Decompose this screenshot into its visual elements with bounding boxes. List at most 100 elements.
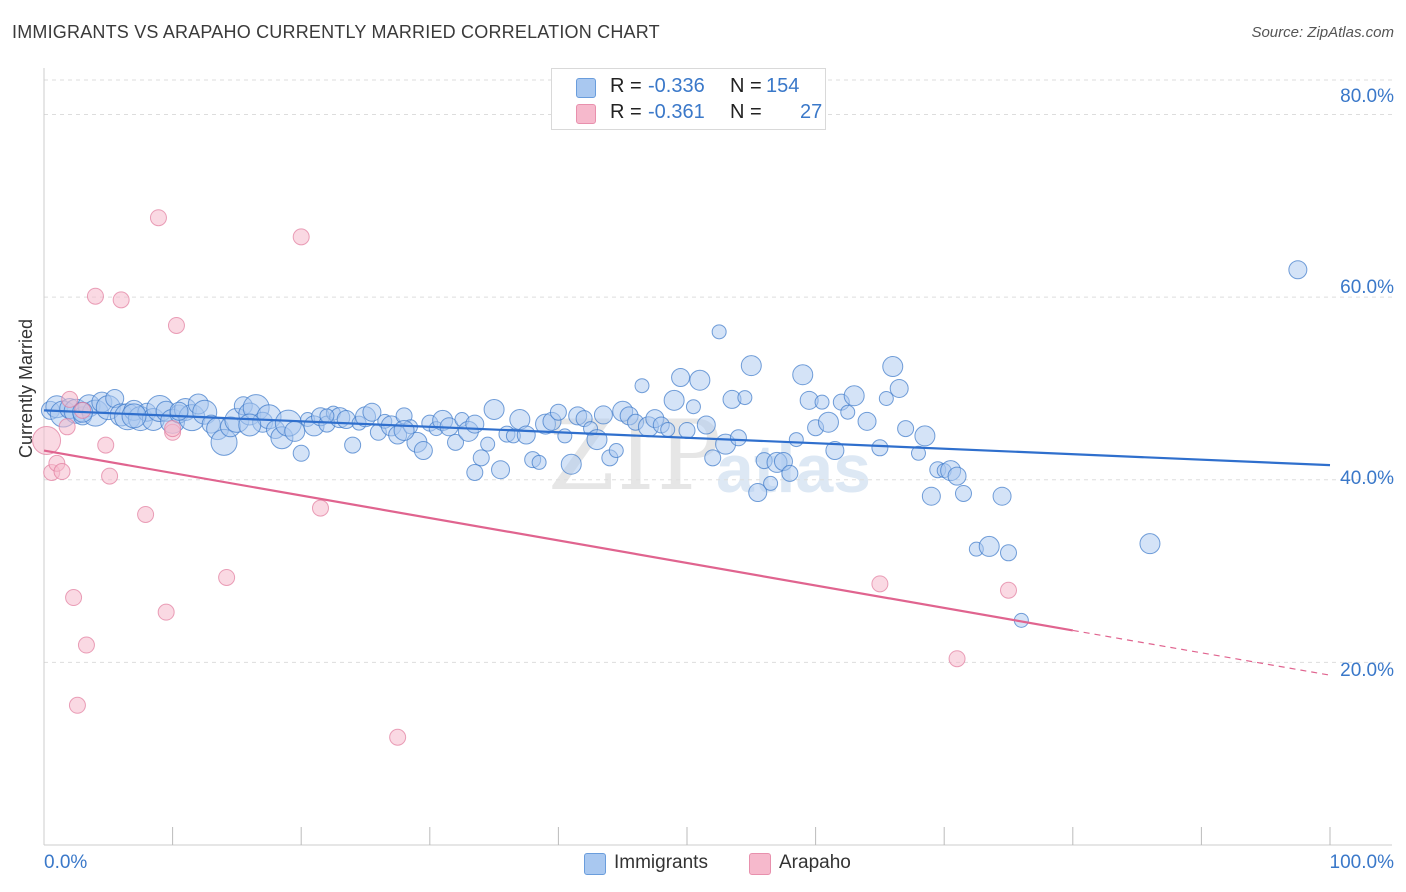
immigrants-point [857,411,877,431]
immigrants-point [319,408,335,424]
immigrants-point [284,420,306,442]
immigrants-point [531,454,547,470]
immigrants-point [1000,544,1017,562]
source-label: Source: ZipAtlas.com [1251,24,1394,41]
arapaho-point [871,575,889,593]
immigrants-point [1288,260,1308,280]
immigrants-point [840,404,856,420]
arapaho-point [86,287,104,305]
immigrants-point [393,419,415,441]
immigrants-point [169,401,189,421]
immigrants-point [910,445,926,461]
arapaho-point [74,401,92,419]
immigrants-point [711,324,727,340]
immigrants-point [608,443,624,459]
immigrants-point [678,421,696,439]
immigrants-point [671,367,691,387]
immigrants-point [882,356,904,378]
immigrants-point [748,483,768,503]
immigrants-point [878,390,894,406]
immigrants-point [560,453,582,475]
arapaho-point [97,436,115,454]
r-label: R = [610,75,642,97]
arapaho-point [32,425,62,455]
arapaho-point [389,728,407,746]
arapaho-point [112,291,130,309]
immigrants-point [729,429,747,447]
immigrants-point [362,402,382,422]
r-value: -0.361 [648,101,705,123]
immigrants-point [947,466,967,486]
immigrants-point [792,364,814,386]
r-label: R = [610,101,642,123]
immigrants-point [843,385,865,407]
arapaho-point [1000,581,1017,599]
immigrants-point [634,378,650,394]
immigrants-point [871,439,889,457]
immigrants-point [737,390,753,406]
arapaho-point [68,696,86,714]
immigrants-point [557,428,573,444]
immigrants-point [447,433,465,451]
y-axis-label: Currently Married [16,318,36,458]
immigrants-point [914,425,936,447]
immigrants-point [660,422,676,438]
n-label: N = [730,101,762,123]
immigrants-swatch [584,853,606,875]
immigrants-point [516,425,536,445]
immigrants-point [593,405,613,425]
arapaho-swatch [749,853,771,875]
arapaho-point [137,505,155,523]
immigrants-point [472,449,490,467]
immigrants-point [491,460,511,480]
y-tick-label: 40.0% [1340,468,1394,489]
immigrants-point [466,463,484,481]
immigrants-point [121,403,147,429]
correlation-legend: R = -0.336 N = 154 R = -0.361 N = 27 [551,68,826,130]
arapaho-point [167,316,185,334]
arapaho-point [292,228,310,246]
immigrants-trend-line [43,409,1331,467]
arapaho-point [53,463,71,481]
immigrants-point [465,414,485,434]
arapaho-trend-extension [1072,629,1331,676]
immigrants-point [483,398,505,420]
legend-label: Arapaho [779,852,851,873]
arapaho-point [58,418,76,436]
immigrants-point [992,486,1012,506]
arapaho-point [164,420,182,438]
x-tick-label: 0.0% [44,852,88,873]
immigrants-point [978,535,1000,557]
arapaho-point [157,603,175,621]
arapaho-point [948,650,966,668]
immigrants-point [685,399,701,415]
r-value: -0.336 [648,75,705,97]
immigrants-point [921,486,941,506]
immigrants-point [781,464,799,482]
immigrants-point [954,484,972,502]
arapaho-point [311,499,329,517]
immigrants-point [704,449,722,467]
immigrants-point [480,436,496,452]
immigrants-point [696,415,716,435]
n-value: 154 [766,75,800,97]
y-tick-label: 60.0% [1340,277,1394,298]
immigrants-point [825,441,845,461]
arapaho-point [65,589,83,607]
immigrants-point [292,444,310,462]
arapaho-point [61,390,79,408]
immigrants-point [413,441,433,461]
immigrants-point [788,432,804,448]
immigrants-point [238,413,262,437]
immigrants-swatch [576,78,596,98]
immigrants-point [549,403,567,421]
arapaho-swatch [576,104,596,124]
x-tick-label: 100.0% [1329,852,1394,873]
immigrants-point [663,389,685,411]
arapaho-point [101,467,119,485]
immigrants-point [897,420,915,438]
arapaho-trend-line [43,449,1073,632]
immigrants-point [889,378,909,398]
immigrants-point [344,436,362,454]
